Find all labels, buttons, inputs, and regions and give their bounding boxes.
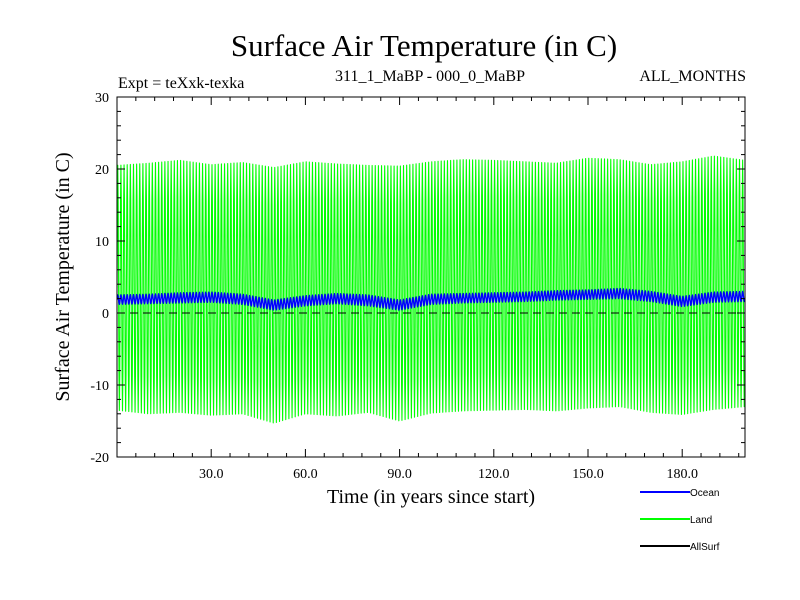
y-tick-label: -10 [90,379,109,394]
x-tick-label: 90.0 [387,467,412,482]
y-tick-label: 30 [95,91,109,106]
axes-layer: -20 -10 0 10 20 30 30.0 60.0 90.0 120.0 150.0 180.0 [90,91,746,482]
legend-label-land: Land [690,515,712,526]
series-ocean [117,287,745,311]
x-tick-label: 150.0 [572,467,604,482]
x-tick-label: 60.0 [293,467,318,482]
x-tick-label: 30.0 [199,467,224,482]
legend-label-allsurf: AllSurf [690,542,720,553]
y-tick-label: -20 [90,451,109,466]
y-tick-label: 0 [102,307,109,322]
y-tick-label: 20 [95,163,109,178]
legend: Ocean Land AllSurf [640,488,720,553]
chart-subtitle-left: Expt = teXxk-texka [118,75,244,92]
series-land [117,155,745,424]
plot-frame [116,96,746,458]
x-axis-label: Time (in years since start) [327,486,535,508]
chart-subtitle-center: 311_1_MaBP - 000_0_MaBP [335,68,525,85]
y-axis-label: Surface Air Temperature (in C) [52,152,74,401]
x-tick-label: 180.0 [666,467,698,482]
chart-subtitle-right: ALL_MONTHS [639,68,746,85]
series-layer [117,155,745,424]
y-tick-label: 10 [95,235,109,250]
chart-title: Surface Air Temperature (in C) [231,28,617,63]
legend-label-ocean: Ocean [690,488,719,499]
x-tick-label: 120.0 [478,467,510,482]
